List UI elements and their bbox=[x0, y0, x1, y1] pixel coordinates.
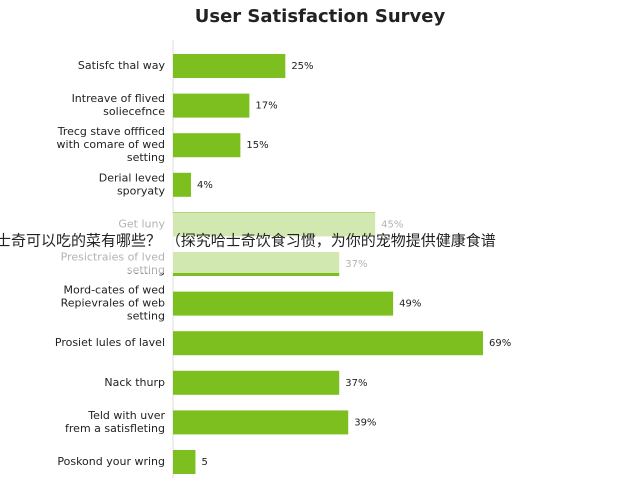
category-label: with comare of wed bbox=[57, 138, 165, 151]
value-label: 17% bbox=[255, 101, 277, 112]
category-label: Teld with uver bbox=[87, 409, 165, 422]
bar bbox=[173, 54, 286, 78]
bar bbox=[173, 172, 191, 197]
bar bbox=[173, 410, 349, 435]
bar bbox=[173, 370, 340, 395]
value-label: 25% bbox=[291, 61, 313, 72]
value-label: 4% bbox=[197, 180, 213, 191]
chart-title: User Satisfaction Survey bbox=[195, 6, 446, 27]
category-label: Intreave of flived bbox=[72, 92, 165, 105]
bar bbox=[173, 133, 241, 158]
category-label: Repievrales of web bbox=[61, 297, 165, 310]
category-label: Poskond your wring bbox=[57, 455, 165, 468]
value-label: 39% bbox=[354, 417, 376, 428]
value-label: 69% bbox=[489, 338, 511, 349]
overlay-band bbox=[0, 213, 640, 273]
category-label: soliecefnce bbox=[103, 105, 165, 118]
value-label: 49% bbox=[399, 299, 421, 310]
category-label: Derial leved bbox=[99, 171, 165, 184]
bar bbox=[173, 93, 250, 118]
category-label: setting bbox=[127, 310, 165, 323]
overlay-text: 士奇可以吃的菜有哪些？ （探究哈士奇饮食习惯，为你的宠物提供健康食谱 bbox=[0, 232, 496, 250]
category-label: Mord-cates of wed bbox=[64, 284, 165, 297]
category-label: Prosiet lules of lavel bbox=[55, 336, 165, 349]
value-label: 5 bbox=[201, 457, 207, 468]
category-label: frem a satisfleting bbox=[65, 422, 165, 435]
category-label: setting bbox=[127, 151, 165, 164]
value-label: 15% bbox=[246, 140, 268, 151]
category-label: Satisfc thal way bbox=[78, 59, 166, 72]
bar bbox=[173, 331, 483, 356]
category-label: Nack thurp bbox=[104, 376, 165, 389]
bar bbox=[173, 291, 394, 316]
category-label: Trecg stave offficed bbox=[57, 125, 165, 138]
category-label: sporyaty bbox=[117, 184, 166, 197]
bar bbox=[173, 450, 196, 474]
value-label: 37% bbox=[345, 378, 367, 389]
